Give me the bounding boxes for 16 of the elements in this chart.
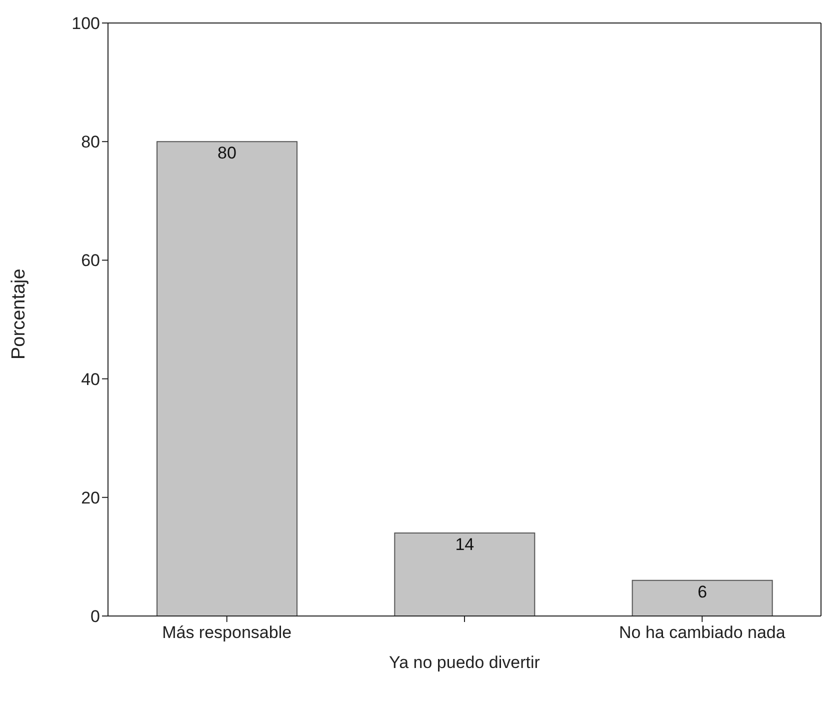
y-tick-label: 100 xyxy=(72,14,100,34)
y-tick-label: 0 xyxy=(90,607,100,626)
y-tick-label: 20 xyxy=(81,488,100,508)
y-tick-label: 80 xyxy=(81,132,100,152)
y-axis-title: Porcentaje xyxy=(8,268,30,360)
y-tick-label: 60 xyxy=(81,251,100,270)
x-tick-label: No ha cambiado nada xyxy=(618,623,786,642)
bar xyxy=(156,141,298,616)
x-tick-label: Ya no puedo divertir xyxy=(389,653,540,672)
data-label: 6 xyxy=(698,582,708,602)
y-tick-label: 40 xyxy=(81,370,100,389)
data-label: 14 xyxy=(455,535,474,554)
bar xyxy=(394,532,536,616)
data-label: 80 xyxy=(218,144,236,163)
bar xyxy=(632,580,773,616)
x-tick-label: Más responsable xyxy=(162,623,292,642)
